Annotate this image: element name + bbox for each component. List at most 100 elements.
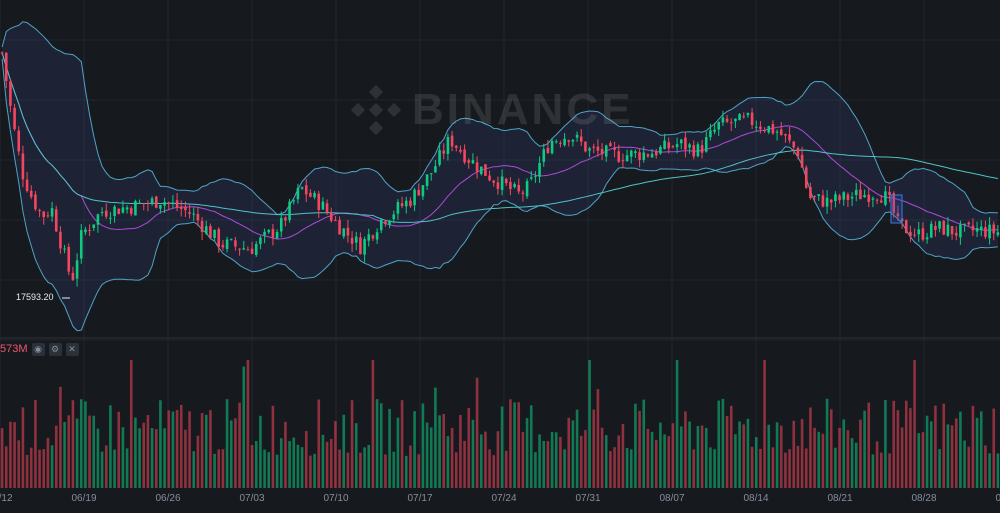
selected-candle-box [890,194,903,224]
volume-bar [221,449,225,488]
candle-body [238,248,241,250]
candle-body [217,229,221,247]
volume-bar [288,441,291,488]
volume-bar [529,405,533,488]
volume-bar [642,399,646,488]
candle-body [171,202,175,204]
candle-body [763,130,766,132]
volume-bar [138,428,141,488]
candle-body [650,153,654,158]
volume-bar [446,436,450,488]
volume-bar [896,410,900,488]
candle-body [409,200,412,207]
volume-bar [679,426,683,488]
eye-icon[interactable]: ◉ [31,342,45,356]
volume-bar [92,415,96,488]
candle-body [146,203,150,205]
volume-bar [300,447,304,488]
volume-bar [359,452,362,488]
volume-bar [96,428,100,488]
volume-bar [867,402,871,488]
volume-bar [559,436,562,488]
candle-body [471,160,475,164]
volume-bar [638,410,641,488]
candle-body [63,248,66,250]
candle-body [313,192,316,198]
candle-body [75,260,79,279]
candle-body [296,188,300,200]
close-icon[interactable]: ✕ [65,342,79,356]
volume-bar [634,403,637,488]
candle-body [563,138,566,146]
candle-body [667,142,671,149]
candle-body [413,189,416,206]
candle-body [546,147,550,153]
candle-body [542,149,546,162]
volume-bar [21,407,25,488]
candle-body [184,206,187,211]
candle-body [500,176,504,190]
candle-body [754,126,758,128]
candle-body [638,152,641,160]
candle-body [234,240,237,247]
candle-body [250,248,254,254]
candle-body [917,229,921,235]
candle-body [54,209,58,232]
candle-body [617,151,621,162]
candle-body [513,184,516,188]
volume-bar [234,418,237,488]
candle-body [804,167,808,188]
candle-body [884,191,887,205]
candle-body [404,200,408,207]
candle-body [654,151,658,156]
volume-bar [167,410,171,488]
volume-bar [229,420,233,488]
volume-bar [129,360,133,488]
volume-bar [146,415,150,488]
candle-body [267,229,271,233]
candle-body [779,129,783,135]
volume-bar [450,427,454,488]
volume-bar [975,417,979,488]
volume-bar [746,418,750,488]
volume-bar [704,427,708,488]
candle-body [717,122,721,130]
low-price-label: 17593.20 [16,292,54,302]
volume-bar [929,421,933,488]
volume-bar [892,400,896,488]
candle-body [367,234,371,241]
candle-body [600,148,604,155]
volume-bar [84,401,87,488]
candle-body [38,209,41,211]
candle-body [875,199,879,201]
candle-body [363,239,366,255]
x-tick-label: 07/17 [407,493,432,504]
candle-body [167,202,171,204]
volume-bar [996,453,1000,488]
candle-body [896,213,900,217]
volume-bar [884,399,887,488]
settings-icon[interactable]: ⚙ [48,342,62,356]
volume-bar [238,402,241,488]
candle-body [925,237,929,240]
candle-body [538,163,541,177]
volume-bar [113,449,116,488]
candle-body [609,143,612,147]
candle-body [846,194,850,200]
candle-body [438,150,441,165]
volume-bar [888,453,891,488]
candle-body [29,190,33,197]
volume-bar [88,415,91,488]
candle-body [821,195,825,207]
candle-body [759,126,762,130]
volume-bar [721,398,725,488]
candle-body [254,243,258,255]
volume-bar [79,399,83,488]
volume-bar [592,409,596,488]
candle-body [59,231,62,249]
candle-body [213,229,216,238]
volume-bar [767,424,771,488]
volume-bar [350,400,354,488]
candle-body [550,141,554,154]
